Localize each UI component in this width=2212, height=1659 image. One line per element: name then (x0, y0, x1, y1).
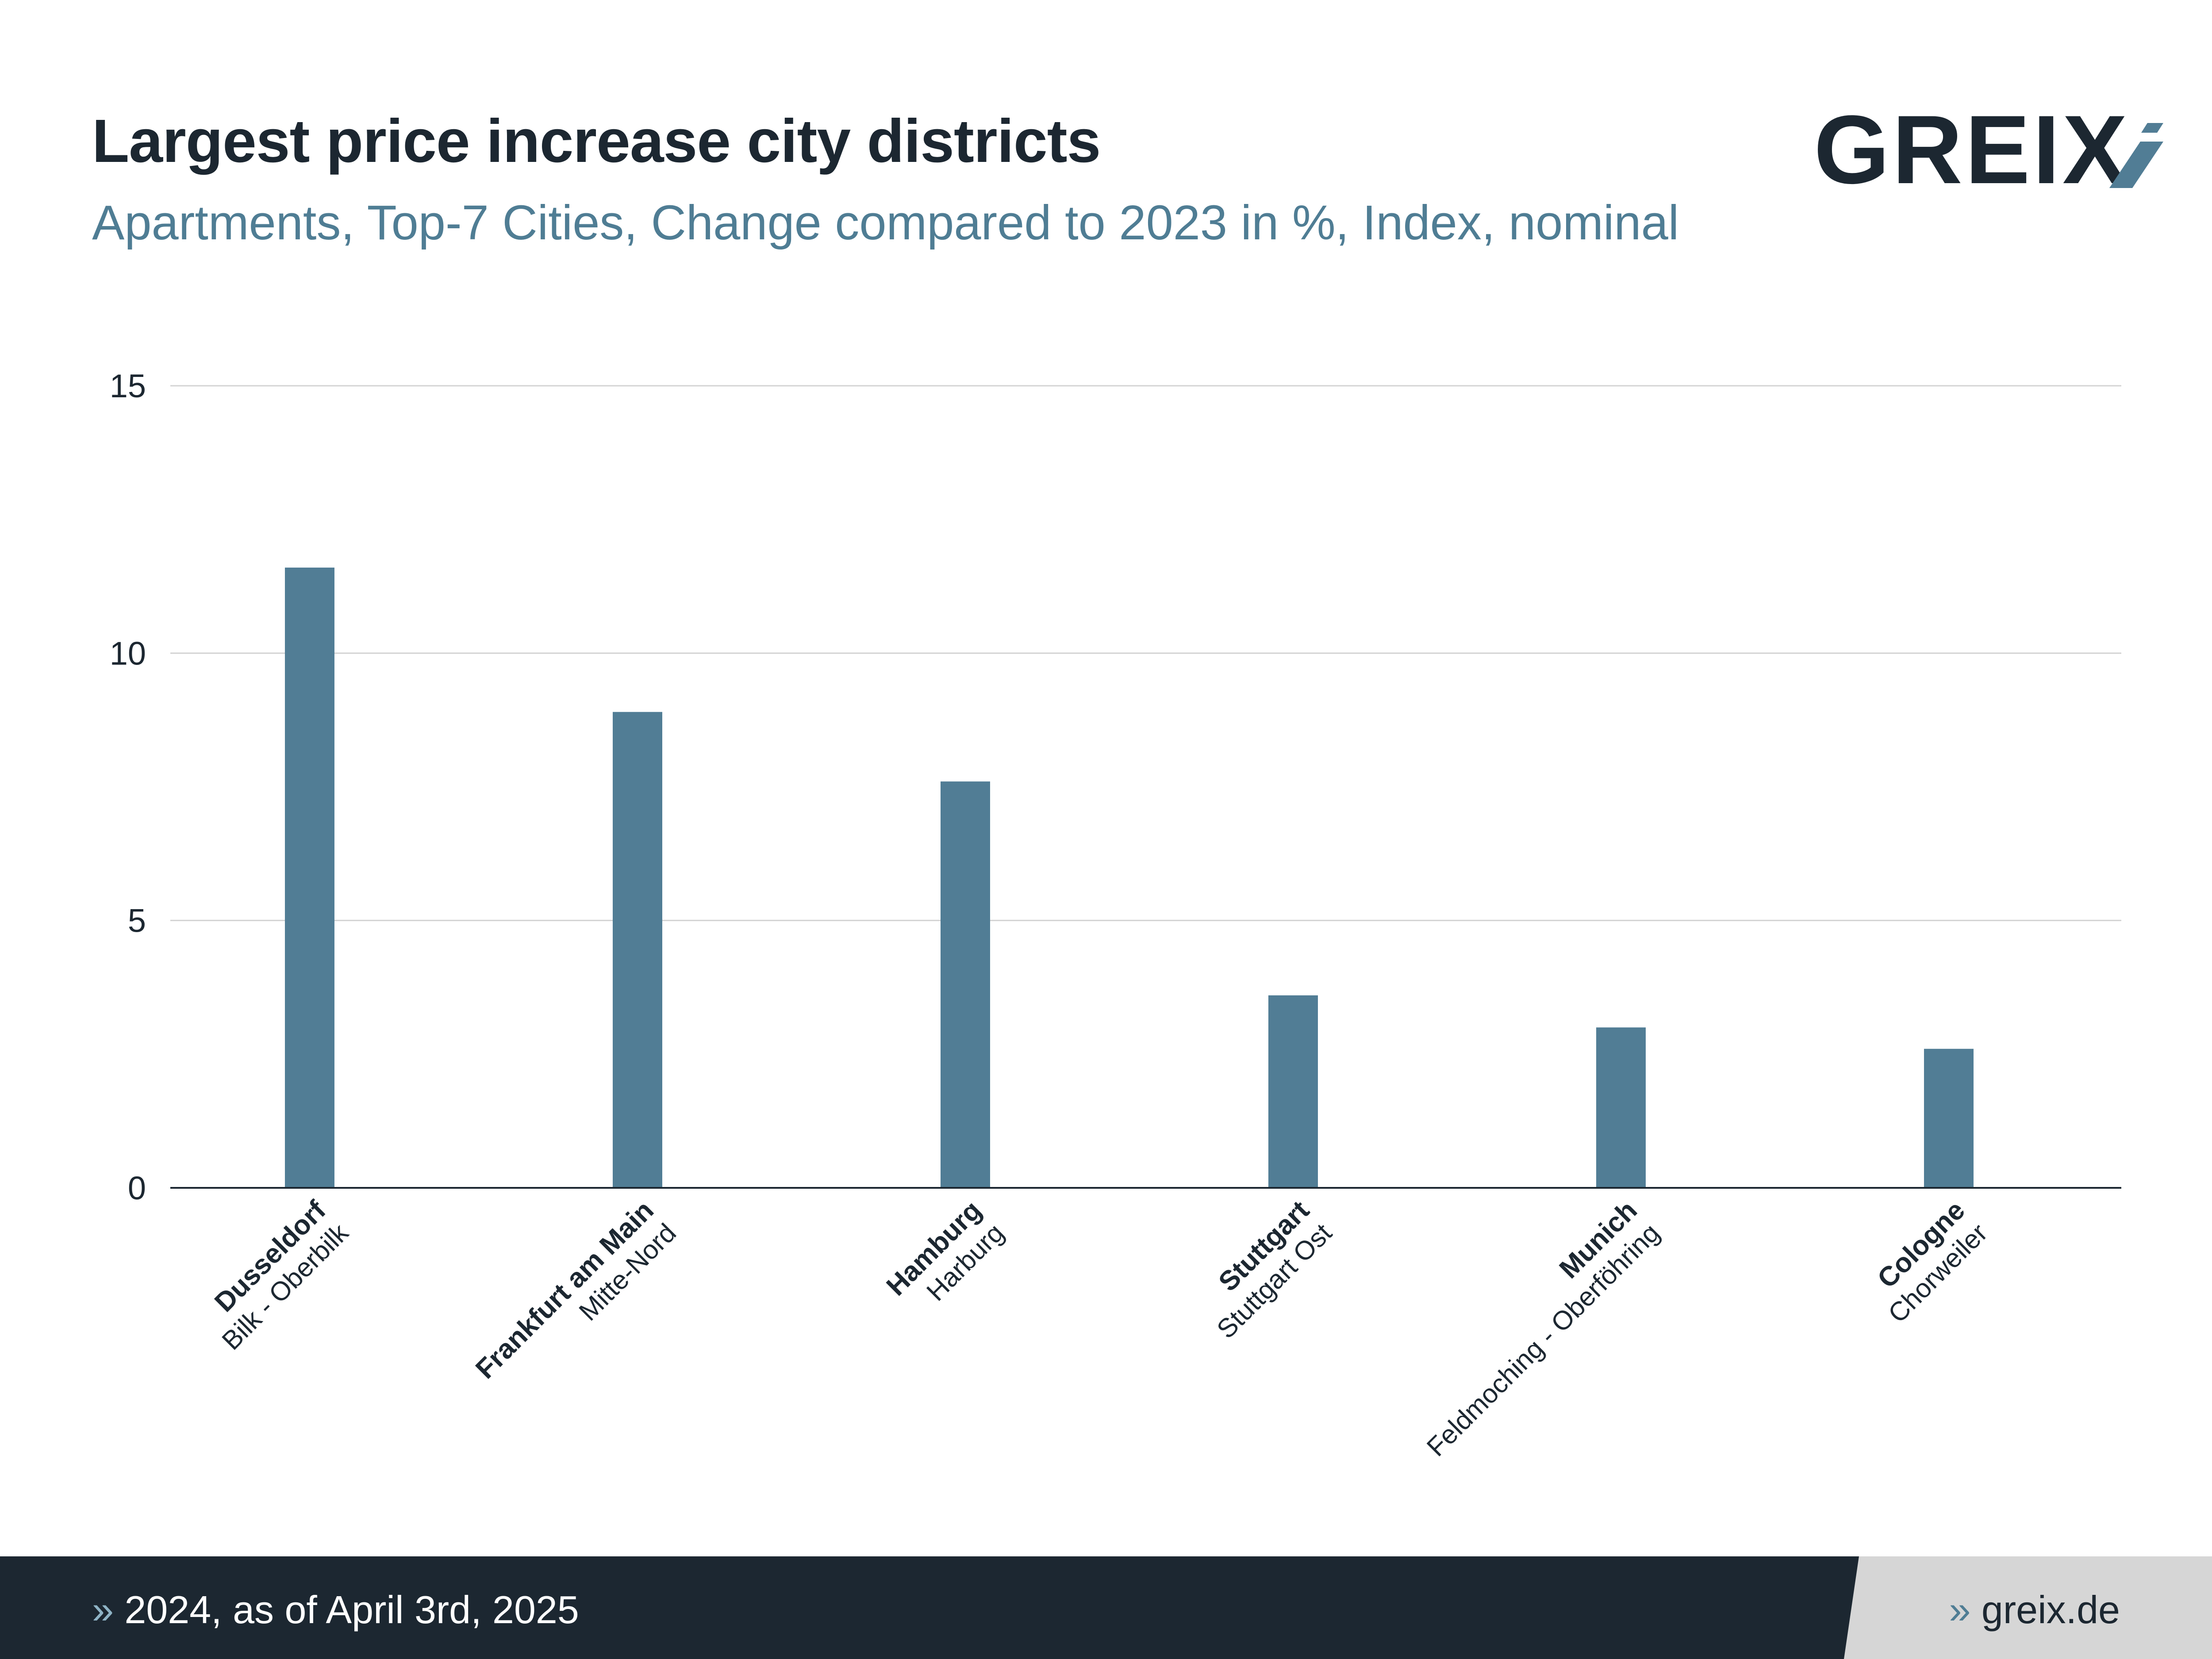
bar-dusseldorf (285, 567, 334, 1188)
footer-website-link[interactable]: » greix.de (1949, 1587, 2120, 1632)
bar-cologne (1924, 1048, 1974, 1188)
y-tick-label: 15 (110, 368, 146, 404)
footer-band (0, 1556, 2212, 1659)
y-tick-label: 10 (110, 635, 146, 672)
bar-hamburg (941, 781, 990, 1188)
bar-munich (1596, 1027, 1646, 1188)
bar-stuttgart (1268, 995, 1318, 1188)
footer-date-text: 2024, as of April 3rd, 2025 (124, 1588, 579, 1632)
y-tick-label: 0 (128, 1170, 146, 1206)
y-axis-tick-labels: 0 5 10 15 (110, 368, 146, 1206)
greix-logo: GREIX (1814, 97, 2163, 199)
bar-frankfurt-am-main (613, 712, 662, 1188)
chart-title: Largest price increase city districts (92, 107, 1101, 175)
chevron-right-icon: » (1949, 1588, 1971, 1632)
logo-slash-icon (2109, 123, 2163, 188)
chevron-right-icon: » (92, 1588, 114, 1632)
x-tick-city: Frankfurt am Main (470, 1195, 660, 1385)
footer-date-note: » 2024, as of April 3rd, 2025 (92, 1587, 579, 1632)
footer-website-text: greix.de (1981, 1588, 2120, 1632)
grid-lines (170, 385, 2121, 922)
x-tick-district: Feldmoching - Oberföhring (1421, 1218, 1665, 1462)
y-tick-label: 5 (128, 902, 146, 939)
bars (285, 567, 1974, 1188)
logo-wordmark: GREIX (1814, 95, 2130, 204)
chart-subtitle: Apartments, Top-7 Cities, Change compare… (92, 196, 1679, 250)
